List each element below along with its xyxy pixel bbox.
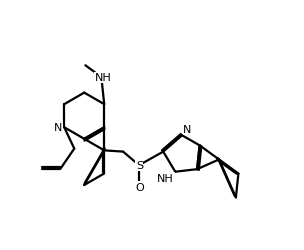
- Text: NH: NH: [157, 173, 174, 183]
- Text: S: S: [136, 161, 143, 171]
- Text: O: O: [135, 182, 144, 192]
- Text: N: N: [54, 123, 62, 133]
- Text: N: N: [183, 124, 192, 134]
- Text: NH: NH: [95, 73, 111, 83]
